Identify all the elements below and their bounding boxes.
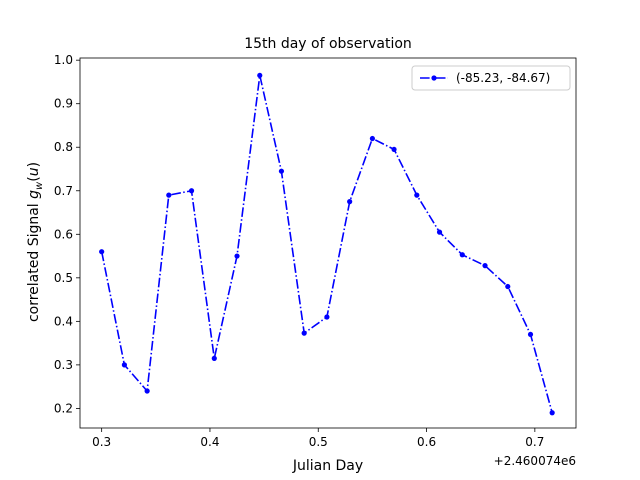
legend-label: (-85.23, -84.67) <box>456 71 550 85</box>
y-tick-label: 0.9 <box>54 97 73 111</box>
chart-title: 15th day of observation <box>244 36 412 52</box>
data-point <box>278 168 285 174</box>
data-point <box>324 314 330 320</box>
data-point <box>211 355 217 361</box>
y-axis-label-subscript: w <box>34 181 45 190</box>
plot-frame <box>79 57 577 429</box>
data-point <box>369 135 376 142</box>
data-point <box>482 263 488 269</box>
y-axis-label-close: ) <box>26 162 42 167</box>
y-tick-label: 0.2 <box>54 401 73 415</box>
y-axis-label-prefix: correlated Signal <box>26 199 42 322</box>
data-point <box>347 199 353 205</box>
y-axis: 0.2 0.3 0.4 0.5 0.6 0.7 0.8 0.9 1.0 <box>54 53 80 415</box>
data-point <box>391 146 397 153</box>
y-tick-label: 0.8 <box>54 140 73 154</box>
series-layer <box>99 72 555 416</box>
data-point <box>527 331 534 338</box>
data-point <box>234 253 240 259</box>
data-point <box>188 188 195 194</box>
y-axis-label-variable: u <box>26 167 42 176</box>
y-tick-label: 1.0 <box>54 53 73 67</box>
x-offset-label: +2.460074e6 <box>494 454 576 468</box>
data-point <box>414 192 420 198</box>
legend: (-85.23, -84.67) <box>411 65 571 91</box>
data-point <box>99 249 105 255</box>
x-tick-label: 0.5 <box>309 435 328 449</box>
data-point <box>166 192 172 198</box>
data-point <box>301 330 307 336</box>
data-point <box>257 72 263 79</box>
y-tick-label: 0.5 <box>54 271 73 285</box>
x-axis-label: Julian Day <box>292 458 363 474</box>
data-point <box>459 252 465 258</box>
y-tick-label: 0.3 <box>54 358 73 372</box>
y-axis-label: correlated Signal gw(u) <box>26 162 45 322</box>
y-axis-label-symbol: g <box>26 190 42 199</box>
legend-marker <box>431 75 437 81</box>
x-tick-label: 0.7 <box>525 435 544 449</box>
y-axis-label-argument: ( <box>26 176 42 181</box>
data-point <box>121 362 128 368</box>
data-point <box>144 388 150 394</box>
y-tick-label: 0.4 <box>54 314 73 328</box>
data-point <box>549 410 555 416</box>
legend-box <box>411 65 571 91</box>
plot-area <box>79 57 577 429</box>
data-point <box>436 229 443 235</box>
x-tick-label: 0.4 <box>200 435 219 449</box>
x-tick-label: 0.3 <box>92 435 111 449</box>
x-tick-label: 0.6 <box>417 435 436 449</box>
data-point <box>505 283 511 290</box>
x-axis: 0.3 0.4 0.5 0.6 0.7 <box>92 428 544 449</box>
y-tick-label: 0.6 <box>54 227 73 241</box>
y-tick-label: 0.7 <box>54 184 73 198</box>
